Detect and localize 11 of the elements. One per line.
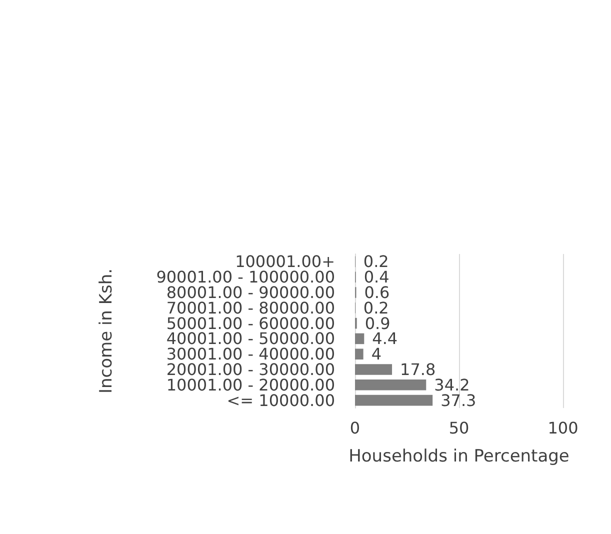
x-axis-title: Households in Percentage [348,446,570,466]
x-tick-label: 50 [448,418,470,438]
bar [355,380,426,390]
x-tick-label: 0 [350,418,360,438]
bar [355,348,364,360]
bar [355,333,364,344]
data-label: 17.8 [400,360,436,379]
x-tick-label: 100 [548,418,578,438]
y-axis-title: Income in Ksh. [96,268,116,394]
bar [355,394,433,406]
bar [355,364,392,375]
